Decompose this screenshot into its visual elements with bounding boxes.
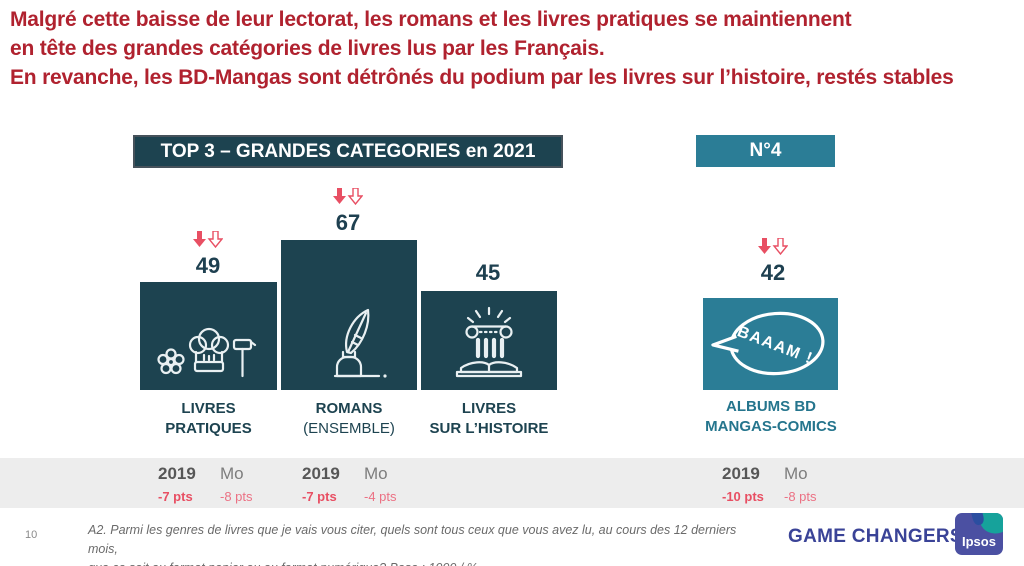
label-romans: ROMANS (ENSEMBLE): [266, 399, 432, 439]
label-line: ROMANS: [315, 400, 383, 417]
page-number: 10: [25, 529, 38, 541]
headline-line-3: En revanche, les BD-Mangas sont détrônés…: [10, 66, 954, 89]
game-changers-wordmark: GAME CHANGERS: [788, 526, 963, 547]
value-livres-pratiques: 49: [158, 231, 258, 277]
label-line: SUR L’HISTOIRE: [429, 420, 549, 437]
stat-mo-label: Mo: [220, 464, 244, 483]
stat-delta-year: -7 pts: [302, 489, 337, 504]
history-column-book-icon: [455, 306, 523, 378]
rank4-banner: N°4: [696, 135, 835, 167]
label-line: LIVRES: [461, 400, 517, 417]
stat-delta-year: -7 pts: [158, 489, 193, 504]
source-note: A2. Parmi les genres de livres que je va…: [88, 521, 738, 566]
value-number: 49: [195, 253, 221, 278]
stat-header-row: 2019 Mo: [722, 464, 817, 484]
baaam-speech-bubble-icon: BAAAM !: [711, 311, 825, 376]
stat-delta-mo: -8 pts: [220, 489, 253, 504]
stat-year-label: 2019: [158, 464, 196, 483]
stat-year-label: 2019: [302, 464, 340, 483]
stat-header-row: 2019 Mo: [158, 464, 253, 484]
ipsos-logo: Ipsos: [955, 513, 1003, 555]
stat-mo-label: Mo: [364, 464, 388, 483]
label-line: MANGAS-COMICS: [705, 418, 837, 435]
stat-mo-label: Mo: [784, 464, 808, 483]
label-line: ALBUMS BD: [726, 398, 816, 415]
stat-group-romans: 2019 Mo -7 pts -4 pts: [302, 464, 397, 506]
stat-year-label: 2019: [722, 464, 760, 483]
trend-down-icons: [758, 238, 788, 255]
podium-bar-romans: [281, 240, 417, 390]
bubble-text: BAAAM !: [735, 323, 816, 367]
source-line-2: que ce soit au format papier ou au forma…: [88, 559, 738, 566]
stat-delta-mo: -4 pts: [364, 489, 397, 504]
stat-delta-mo: -8 pts: [784, 489, 817, 504]
stat-group-albums-bd: 2019 Mo -10 pts -8 pts: [722, 464, 817, 506]
value-albums-bd: 42: [723, 238, 823, 284]
trend-down-icons: [333, 188, 363, 205]
source-line-1: A2. Parmi les genres de livres que je va…: [88, 523, 737, 556]
value-romans: 67: [298, 188, 398, 234]
label-line: LIVRES: [181, 400, 236, 417]
stat-delta-year: -10 pts: [722, 489, 764, 504]
label-livres-histoire: LIVRES SUR L’HISTOIRE: [403, 399, 575, 439]
albums-bd-box: BAAAM !: [703, 298, 838, 390]
podium-bar-livres-histoire: [421, 291, 557, 390]
label-line: (ENSEMBLE): [303, 420, 395, 437]
value-livres-histoire: 45: [438, 260, 538, 284]
headline-line-1: Malgré cette baisse de leur lectorat, le…: [10, 8, 852, 31]
trend-down-icons: [193, 231, 223, 248]
label-albums-bd: ALBUMS BD MANGAS-COMICS: [688, 397, 854, 437]
value-number: 45: [475, 260, 501, 285]
podium-bar-livres-pratiques: [140, 282, 277, 390]
stat-group-livres-pratiques: 2019 Mo -7 pts -8 pts: [158, 464, 253, 506]
label-line: PRATIQUES: [165, 420, 252, 437]
value-number: 42: [760, 260, 786, 285]
stat-delta-row: -7 pts -4 pts: [302, 488, 397, 506]
label-livres-pratiques: LIVRES PRATIQUES: [130, 399, 287, 439]
practical-books-icon: [156, 327, 256, 378]
value-number: 67: [335, 210, 361, 235]
stat-header-row: 2019 Mo: [302, 464, 397, 484]
headline: Malgré cette baisse de leur lectorat, le…: [10, 5, 954, 92]
quill-inkwell-icon: [333, 308, 387, 378]
stats-strip: 2019 Mo -7 pts -8 pts 2019 Mo -7 pts -4 pts …: [0, 458, 1024, 508]
top3-banner: TOP 3 – GRANDES CATEGORIES en 2021: [133, 135, 563, 168]
stat-delta-row: -7 pts -8 pts: [158, 488, 253, 506]
stat-delta-row: -10 pts -8 pts: [722, 488, 817, 506]
ipsos-logo-text: Ipsos: [962, 534, 996, 549]
headline-line-2: en tête des grandes catégories de livres…: [10, 37, 605, 60]
